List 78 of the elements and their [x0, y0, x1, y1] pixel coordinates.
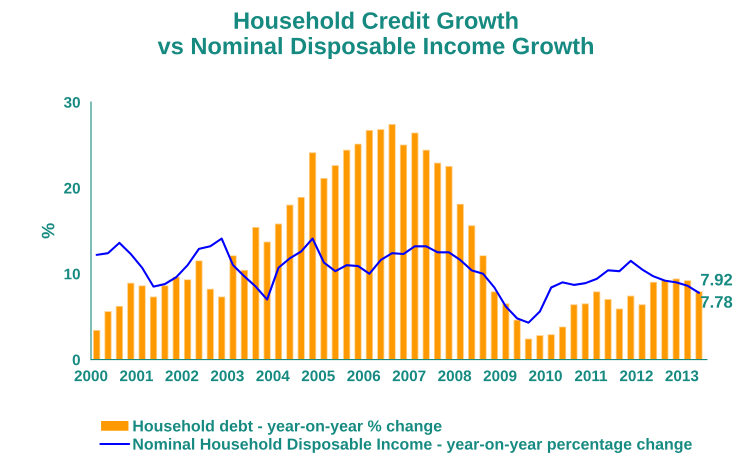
bar — [479, 255, 487, 360]
bar — [684, 280, 692, 360]
bar — [298, 196, 305, 360]
bar — [638, 304, 646, 360]
bar — [377, 129, 384, 360]
bar — [150, 296, 158, 360]
bar — [184, 279, 192, 360]
bar — [502, 303, 510, 360]
bar — [695, 291, 703, 360]
x-tick-label: 2011 — [574, 370, 608, 382]
y-tick-label: 20 — [64, 182, 80, 194]
bar — [661, 280, 668, 360]
bar — [388, 124, 396, 360]
bar — [366, 130, 373, 360]
bar — [514, 320, 521, 360]
bar — [206, 288, 214, 360]
bar — [650, 282, 658, 360]
bar — [104, 311, 112, 360]
bar — [582, 303, 589, 360]
bar — [252, 226, 260, 360]
bar — [672, 278, 680, 360]
bar — [286, 204, 294, 360]
bar — [593, 291, 600, 360]
x-tick-label: 2002 — [165, 370, 198, 382]
x-tick-label: 2013 — [665, 370, 698, 382]
x-tick-label: 2001 — [120, 370, 154, 382]
bar — [218, 296, 226, 360]
x-tick-label: 2007 — [392, 370, 426, 382]
bar — [264, 242, 271, 360]
legend-label: Nominal Household Disposable Income - year-on-year percentage change — [133, 438, 692, 453]
x-tick-label: 2000 — [74, 370, 108, 382]
legend-label: Household debt - year-on-year % change — [133, 420, 442, 435]
bar — [138, 285, 146, 360]
x-tick-label: 2012 — [620, 370, 653, 382]
bar — [320, 178, 328, 360]
bar — [456, 204, 464, 360]
bar — [422, 150, 430, 360]
bar — [172, 276, 180, 360]
bar — [343, 150, 350, 360]
x-tick-label: 2010 — [529, 370, 562, 382]
y-tick-label: 0 — [72, 354, 80, 366]
bar — [411, 132, 418, 360]
bar — [229, 255, 237, 360]
bar — [548, 334, 555, 360]
bar — [524, 338, 532, 360]
bar — [604, 299, 612, 360]
line-series — [96, 238, 700, 324]
bar — [570, 304, 578, 360]
y-tick-label: 10 — [64, 268, 80, 280]
x-tick-label: 2008 — [438, 370, 472, 382]
x-tick-label: 2003 — [210, 370, 244, 382]
bar — [127, 282, 134, 360]
x-tick-label: 2009 — [484, 370, 516, 382]
bar — [274, 224, 282, 360]
x-tick-label: 2004 — [256, 370, 290, 382]
bar — [434, 162, 442, 360]
bar — [332, 165, 339, 360]
bar — [468, 225, 476, 360]
bar — [627, 296, 634, 360]
bar — [116, 306, 123, 360]
bar — [240, 270, 248, 360]
bar — [490, 291, 498, 360]
x-tick-label: 2005 — [302, 370, 335, 382]
bar — [93, 330, 100, 360]
bar — [195, 260, 203, 360]
bar — [308, 152, 316, 360]
x-tick-label: 2006 — [347, 370, 380, 382]
chart-title: Household Credit Growth vs Nominal Disposable Income Growth — [158, 12, 593, 60]
bar — [354, 144, 362, 360]
y-tick-label: 30 — [64, 96, 80, 108]
bar — [558, 326, 566, 360]
bar — [536, 335, 544, 360]
bar — [400, 144, 408, 360]
bar — [161, 285, 168, 360]
data-label: 7.92 — [701, 274, 732, 286]
bar — [445, 166, 453, 360]
bar — [616, 308, 623, 360]
y-axis-title: % — [42, 223, 54, 238]
